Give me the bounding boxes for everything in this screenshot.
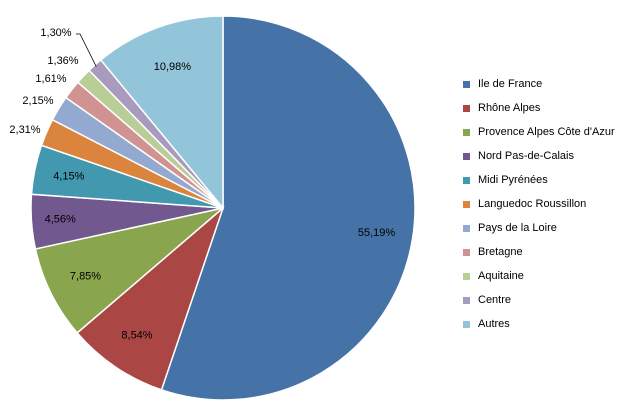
slice-value-label: 1,36% [47,55,78,67]
legend-swatch [463,104,470,112]
legend-label: Aquitaine [478,270,524,282]
legend-swatch [463,200,470,208]
legend-swatch [463,128,470,136]
pie-slice [99,15,224,211]
slice-value-label: 2,31% [9,124,40,136]
legend-label: Languedoc Roussillon [478,198,587,210]
legend-item: Autres [463,312,633,336]
legend-item: Bretagne [463,240,633,264]
legend-label: Provence Alpes Côte d'Azur [478,126,615,138]
chart-legend: Ile de France Rhône Alpes Provence Alpes C… [463,72,633,336]
legend-item: Rhône Alpes [463,96,633,120]
pie-slice [76,205,225,391]
legend-swatch [463,248,470,256]
legend-label: Pays de la Loire [478,222,557,234]
slice-value-label: 55,19% [358,227,396,239]
legend-item: Ile de France [463,72,633,96]
slice-value-label: 10,98% [154,61,192,73]
slice-value-label: 1,61% [35,73,66,85]
slice-value-label: 7,85% [70,270,101,282]
slice-value-label: 1,30% [40,27,71,39]
legend-item: Nord Pas-de-Calais [463,144,633,168]
pie-slice [160,15,416,401]
legend-label: Centre [478,294,512,306]
slice-value-label: 2,15% [22,95,53,107]
legend-swatch [463,296,470,304]
legend-item: Aquitaine [463,264,633,288]
legend-swatch [463,152,470,160]
legend-label: Rhône Alpes [478,102,541,114]
slice-value-label: 4,15% [53,170,84,182]
legend-label: Ile de France [478,78,543,90]
legend-swatch [463,80,470,88]
legend-swatch [463,272,470,280]
legend-item: Languedoc Roussillon [463,192,633,216]
legend-swatch [463,224,470,232]
legend-item: Pays de la Loire [463,216,633,240]
legend-item: Provence Alpes Côte d'Azur [463,120,633,144]
slice-value-label: 4,56% [45,214,76,226]
slice-value-label: 8,54% [121,329,152,341]
legend-swatch [463,320,470,328]
legend-swatch [463,176,470,184]
legend-item: Midi Pyrénées [463,168,633,192]
label-leader-line [76,33,97,67]
legend-label: Bretagne [478,246,523,258]
legend-label: Autres [478,318,510,330]
legend-label: Midi Pyrénées [478,174,548,186]
legend-label: Nord Pas-de-Calais [478,150,574,162]
legend-item: Centre [463,288,633,312]
